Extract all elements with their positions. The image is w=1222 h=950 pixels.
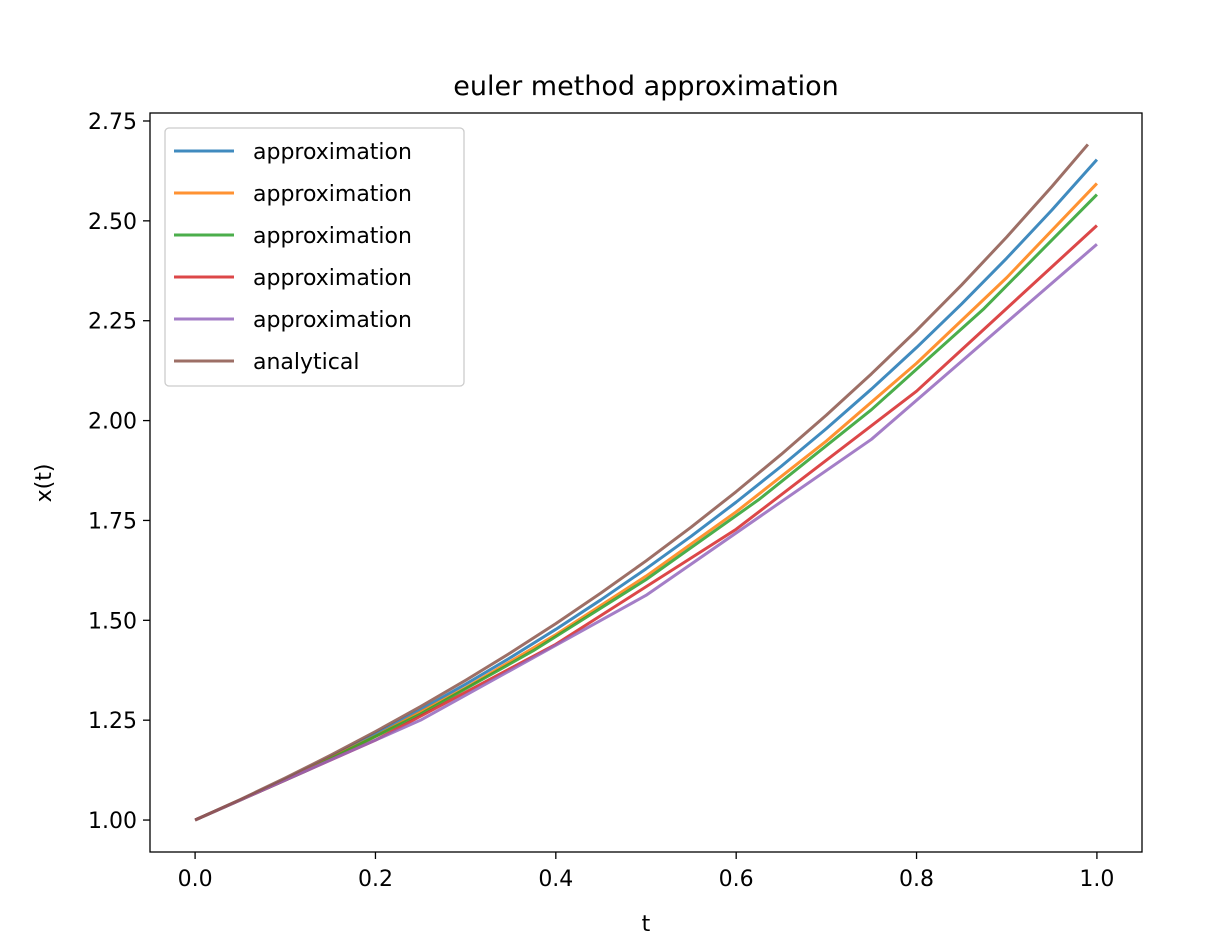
legend: approximation approximation approximation a… [164,127,465,387]
legend-label-3: approximation [253,224,412,249]
x-tick-label: 0.6 [719,867,754,892]
series-layer [194,143,1099,822]
y-tick-label: 2.75 [88,110,137,135]
y-axis-ticks: 1.00 1.25 1.50 1.75 2.00 2.25 2.50 2.75 [88,110,150,834]
y-tick-label: 1.25 [88,709,137,734]
legend-label-5: approximation [253,308,412,333]
y-tick-label: 2.25 [88,310,137,335]
y-axis-title: x(t) [32,464,57,503]
legend-label-6: analytical [253,350,359,375]
x-tick-label: 0.0 [178,867,213,892]
series-line-5 [194,243,1098,822]
y-tick-label: 1.75 [88,509,137,534]
legend-label-4: approximation [253,266,412,291]
x-axis-ticks: 0.0 0.2 0.4 0.6 0.8 1.0 [178,852,1114,892]
y-tick-label: 1.00 [88,809,137,834]
plot-area-frame [149,112,1143,853]
x-axis-title: t [642,912,651,937]
legend-entries: approximation approximation approximation a… [174,140,412,375]
legend-box [164,127,465,387]
legend-label-1: approximation [253,140,412,165]
x-tick-label: 1.0 [1079,867,1114,892]
x-tick-label: 0.2 [358,867,393,892]
y-tick-label: 2.50 [88,210,137,235]
chart-title: euler method approximation [453,71,838,102]
series-line-3 [194,193,1098,822]
x-tick-label: 0.8 [899,867,934,892]
y-tick-label: 2.00 [88,410,137,435]
x-tick-label: 0.4 [538,867,573,892]
y-tick-label: 1.50 [88,609,137,634]
legend-label-2: approximation [253,182,412,207]
series-line-6 [194,143,1090,822]
